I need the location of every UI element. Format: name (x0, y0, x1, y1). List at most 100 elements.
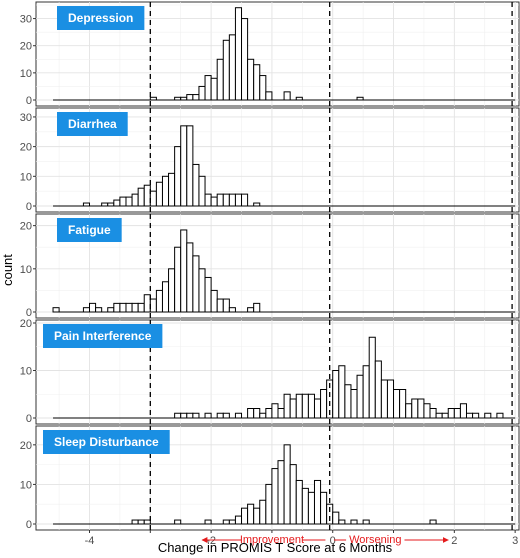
histogram-bar (265, 408, 273, 419)
histogram-bar (265, 91, 273, 101)
histogram-bar (295, 479, 303, 525)
histogram-bar (241, 18, 249, 101)
x-tick-label: 3 (512, 535, 518, 547)
histogram-bar (295, 393, 303, 419)
histogram-bar (222, 193, 230, 207)
histogram-bar (295, 96, 303, 101)
histogram-bar (350, 389, 358, 419)
histogram-bar (174, 519, 182, 525)
strip-label-box (43, 430, 170, 454)
x-axis-title: Change in PROMIS T Score at 6 Months (158, 540, 393, 555)
y-axis-title: count (0, 254, 15, 286)
histogram-bar (192, 94, 200, 101)
histogram-bar (338, 365, 346, 419)
histogram-bar (210, 77, 218, 101)
histogram-bar (313, 398, 322, 419)
y-tick-label: 10 (20, 68, 32, 80)
histogram-bar (374, 360, 382, 419)
histogram-bar (174, 96, 182, 101)
histogram-bar (228, 519, 236, 525)
histogram-bar (222, 298, 230, 313)
y-tick-label: 20 (20, 221, 32, 233)
strip-label: Depression (68, 11, 133, 25)
histogram-bar (247, 307, 255, 313)
y-tick-label: 0 (26, 201, 32, 213)
histogram-bar (180, 229, 188, 313)
histogram-bar (472, 412, 480, 419)
histogram-bar (301, 393, 309, 419)
histogram-bar (192, 255, 200, 313)
strip-label-box (57, 218, 122, 242)
histogram-bar (89, 302, 97, 313)
strip-label-box (57, 6, 145, 30)
histogram-bar (313, 479, 322, 525)
histogram-bar (228, 34, 236, 101)
histogram-bar (198, 268, 206, 313)
histogram-bar (484, 412, 492, 419)
histogram-bar (210, 289, 218, 313)
histogram-bar (253, 64, 261, 101)
histogram-bar (253, 408, 261, 419)
x-tick-label: 2 (451, 535, 457, 547)
histogram-bar (405, 403, 413, 419)
histogram-bar (241, 507, 249, 525)
panel-pain-interference: 0 10 20 Pain Interference (20, 318, 520, 425)
histogram-bar (289, 464, 297, 525)
histogram-bar (204, 519, 212, 525)
histogram-bar (180, 125, 188, 207)
panel-fatigue: 0 10 20 Fatigue (20, 213, 520, 319)
histogram-bar (271, 468, 279, 525)
histogram-bar (204, 193, 212, 207)
histogram-bar (161, 175, 170, 207)
histogram-bar (386, 379, 395, 419)
annotation-left: Improvement (201, 534, 326, 546)
y-tick-label: 0 (26, 519, 32, 531)
histogram-bar (344, 384, 352, 419)
histogram-bar (362, 365, 370, 419)
histogram-bar (82, 307, 91, 313)
histogram-bar (307, 393, 315, 419)
histogram-bar (320, 389, 328, 419)
y-tick-label: 30 (20, 14, 32, 26)
histogram-bar (429, 519, 437, 525)
panel-depression: 0 10 20 30 Depression (20, 1, 520, 107)
histogram-bar (222, 412, 230, 419)
histogram-bar (277, 460, 285, 525)
x-tick-label: -4 (85, 535, 95, 547)
histogram-bar (453, 408, 461, 419)
histogram-bar (192, 412, 200, 419)
histogram-bar (95, 307, 103, 313)
panel-diarrhea: 0 10 20 30 Diarrhea (20, 107, 520, 213)
histogram-bar (198, 175, 206, 207)
histogram-bar (271, 403, 279, 419)
histogram-bar (216, 193, 224, 207)
y-tick-label: 20 (20, 318, 32, 330)
histogram-bar (356, 374, 364, 419)
histogram-bar (137, 519, 145, 525)
histogram-bar (174, 246, 182, 313)
histogram-bar (125, 196, 133, 207)
strip-label: Pain Interference (54, 329, 152, 343)
histogram-bar (277, 408, 285, 419)
y-tick-label: 20 (20, 440, 32, 452)
histogram-bar (186, 242, 194, 313)
histogram-bar (168, 268, 176, 313)
histogram-bar (356, 96, 364, 101)
strip-label-box (43, 324, 163, 348)
histogram-bar (259, 499, 267, 525)
histogram-bar (186, 125, 194, 207)
histogram-bar (247, 503, 255, 525)
strip-label: Diarrhea (68, 117, 117, 131)
histogram-bar (228, 307, 236, 313)
histogram-bar (411, 398, 419, 419)
histogram-bar (399, 389, 407, 419)
histogram-bar (368, 336, 376, 419)
y-tick-label: 0 (26, 95, 32, 107)
histogram-bar (332, 370, 340, 419)
histogram-bar (204, 412, 212, 419)
histogram-bar (125, 302, 133, 313)
histogram-bar (393, 389, 401, 419)
histogram-bar (143, 294, 151, 313)
y-tick-label: 0 (26, 307, 32, 319)
